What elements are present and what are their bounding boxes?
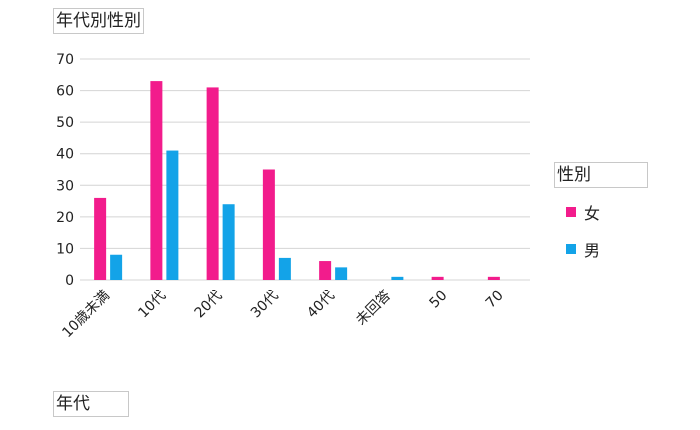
bar-female-6	[431, 276, 444, 280]
bars	[94, 81, 500, 281]
bar-female-3	[262, 169, 275, 280]
bar-male-2	[222, 204, 235, 280]
bar-male-4	[335, 267, 348, 280]
bar-male-5	[391, 276, 404, 280]
x-tick-label: 10代	[135, 288, 169, 322]
legend-item-male: 男	[566, 237, 600, 261]
chart-title: 年代別性別	[53, 8, 144, 34]
bar-male-3	[278, 257, 291, 280]
legend-label-male: 男	[584, 241, 601, 260]
x-tick-label: 未回答	[352, 287, 394, 329]
bar-male-1	[166, 150, 179, 280]
x-axis-ticks: 10歳未満 10代 20代 30代 40代 未回答 50 70	[59, 287, 506, 341]
x-tick-label: 20代	[192, 288, 226, 322]
y-tick-label: 30	[56, 178, 74, 194]
x-tick-label: 70	[483, 288, 507, 312]
y-tick-label: 70	[56, 52, 74, 68]
y-tick-label: 50	[56, 115, 74, 131]
y-tick-label: 10	[56, 241, 74, 257]
x-tick-label: 30代	[248, 288, 282, 322]
bar-male-0	[110, 254, 123, 280]
bar-female-7	[487, 276, 500, 280]
legend-title: 性別	[554, 162, 648, 188]
legend-item-female: 女	[566, 200, 600, 224]
legend-swatch-female	[566, 207, 576, 217]
legend-label-female: 女	[584, 204, 601, 223]
gridlines	[80, 58, 530, 281]
bar-female-2	[206, 87, 219, 281]
y-tick-label: 20	[56, 210, 74, 226]
x-axis-title: 年代	[53, 391, 129, 417]
y-axis-ticks: 0 10 20 30 40 50 60 70	[56, 52, 74, 289]
x-tick-label: 10歳未満	[59, 288, 113, 342]
bar-female-4	[319, 261, 332, 280]
y-tick-label: 0	[65, 273, 74, 289]
bar-female-1	[150, 81, 163, 280]
legend-swatch-male	[566, 244, 576, 254]
bar-female-0	[94, 197, 107, 280]
x-tick-label: 40代	[304, 288, 338, 322]
y-tick-label: 60	[56, 84, 74, 100]
y-tick-label: 40	[56, 147, 74, 163]
x-tick-label: 50	[427, 288, 451, 312]
